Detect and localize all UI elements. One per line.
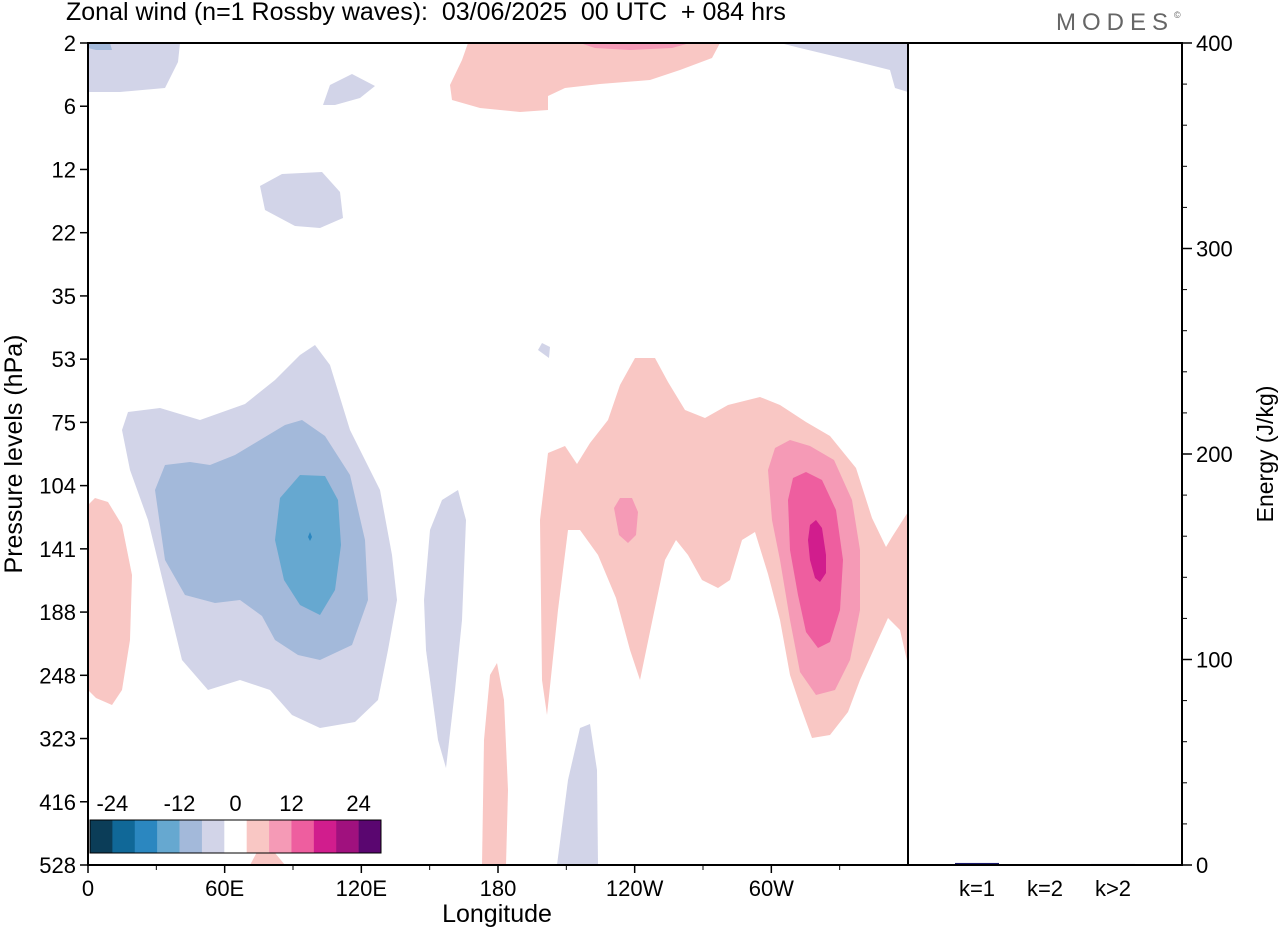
contour-positive-16 xyxy=(808,520,826,582)
energy-tick-label: 300 xyxy=(1196,237,1233,262)
colorbar-tick-label: -24 xyxy=(96,791,128,816)
y-tick-label: 12 xyxy=(52,157,76,182)
brand-text: MODES xyxy=(1056,9,1175,36)
colorbar-cell xyxy=(134,820,158,853)
x-tick-label: 0 xyxy=(82,876,94,901)
y-tick-label: 188 xyxy=(39,600,76,625)
y-tick-label: 141 xyxy=(39,537,76,562)
contour-negative-16 xyxy=(308,532,312,541)
y-tick-label: 528 xyxy=(39,853,76,878)
colorbar-cell xyxy=(291,820,315,853)
colorbar-cell xyxy=(246,820,270,853)
colorbar-cell xyxy=(269,820,292,853)
x-axis-label: Longitude xyxy=(442,900,552,928)
colorbar-cell xyxy=(157,820,180,853)
colorbar-cell xyxy=(224,820,247,853)
colorbar-tick-label: -12 xyxy=(164,791,196,816)
x-tick-label: 60E xyxy=(205,876,244,901)
contour-negative-4 xyxy=(538,343,550,358)
energy-tick-label: 0 xyxy=(1196,853,1208,878)
y-tick-label: 53 xyxy=(52,347,76,372)
energy-bar xyxy=(955,862,999,865)
bar-category-label: k=2 xyxy=(1027,876,1063,901)
contour-negative-4 xyxy=(424,490,466,768)
brand-logo: MODES© xyxy=(1056,9,1181,37)
chart-title: Zonal wind (n=1 Rossby waves): 03/06/202… xyxy=(66,0,786,26)
y-tick-label: 2 xyxy=(64,31,76,56)
colorbar-cell xyxy=(313,820,337,853)
colorbar-tick-label: 0 xyxy=(229,791,241,816)
colorbar-cell xyxy=(336,820,359,853)
colorbar-frame xyxy=(89,819,382,854)
bar-category-label: k=1 xyxy=(959,876,995,901)
x-tick-label: 180 xyxy=(480,876,517,901)
contour-negative-4 xyxy=(88,43,180,92)
colorbar-cell xyxy=(90,820,113,853)
y-tick-label: 6 xyxy=(64,94,76,119)
contour-positive-4 xyxy=(482,663,508,865)
x-tick-label: 60W xyxy=(749,876,794,901)
contour-positive-4 xyxy=(250,852,285,865)
x-tick-label: 120W xyxy=(606,876,664,901)
y-tick-label: 35 xyxy=(52,284,76,309)
y-tick-label: 416 xyxy=(39,790,76,815)
colorbar: -24 -12 0 12 24 xyxy=(89,791,382,854)
energy-tick-label: 400 xyxy=(1196,31,1233,56)
x-tick-label: 120E xyxy=(336,876,387,901)
contour-positive-8 xyxy=(580,43,690,50)
colorbar-tick-label: 12 xyxy=(279,791,303,816)
colorbar-cell xyxy=(358,820,382,853)
y-tick-label: 75 xyxy=(52,410,76,435)
contour-positive-4 xyxy=(88,498,132,705)
y-axis-right: 0 100 200 300 400 xyxy=(1182,31,1233,878)
bar-category-label: k>2 xyxy=(1095,876,1131,901)
y-tick-label: 248 xyxy=(39,663,76,688)
x-axis: 0 60E 120E 180 120W 60W xyxy=(82,865,841,901)
contour-negative-4 xyxy=(260,172,343,228)
y-tick-label: 104 xyxy=(39,474,76,499)
colorbar-cell xyxy=(201,820,225,853)
colorbar-cell xyxy=(112,820,136,853)
y-tick-label: 323 xyxy=(39,727,76,752)
contour-positive-8 xyxy=(614,498,638,543)
y-tick-label: 22 xyxy=(52,221,76,246)
contour-negative-4 xyxy=(557,724,598,865)
energy-axis-label: Energy (J/kg) xyxy=(1252,386,1278,523)
contour-negative-12 xyxy=(275,475,341,615)
contour-negative-8 xyxy=(88,43,112,50)
y-axis-label: Pressure levels (hPa) xyxy=(0,335,28,574)
contour-negative-4 xyxy=(323,74,375,105)
contour-field xyxy=(88,43,908,865)
bar-category-axis: k=1 k=2 k>2 xyxy=(959,876,1131,901)
colorbar-cell xyxy=(179,820,203,853)
brand-mark: © xyxy=(1174,10,1181,20)
energy-tick-label: 200 xyxy=(1196,442,1233,467)
energy-tick-label: 100 xyxy=(1196,648,1233,673)
contour-negative-4 xyxy=(780,43,908,92)
contour-positive-4 xyxy=(450,43,720,112)
colorbar-tick-label: 24 xyxy=(346,791,370,816)
y-axis-left: 2 6 12 22 35 53 75 104 141 188 248 323 416 528 xyxy=(39,31,88,878)
